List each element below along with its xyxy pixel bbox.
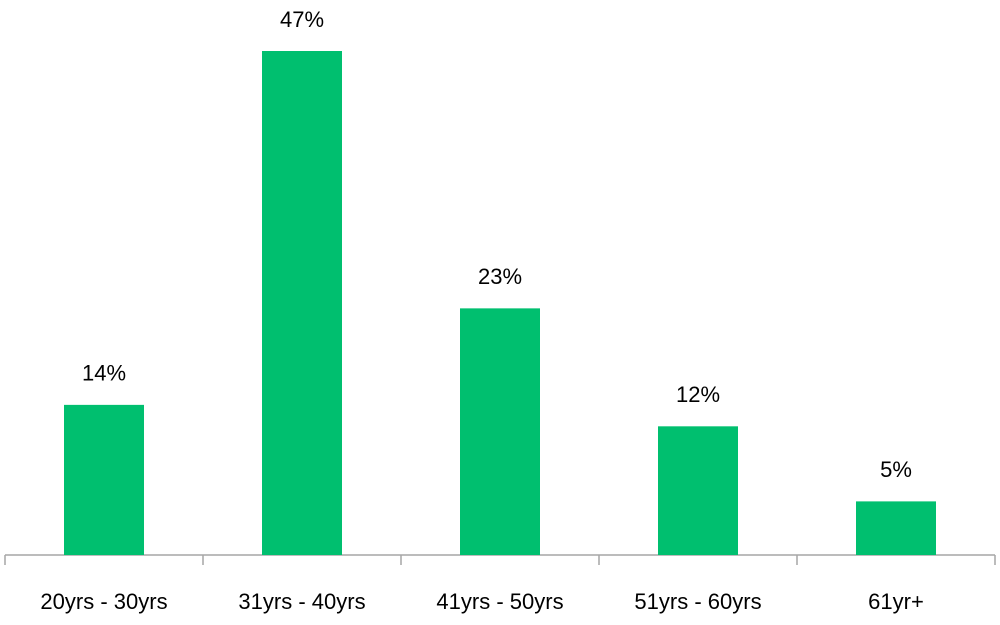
- x-tick-label: 20yrs - 30yrs: [40, 589, 167, 614]
- value-label: 23%: [478, 264, 522, 289]
- x-tick-label: 41yrs - 50yrs: [436, 589, 563, 614]
- x-tick-label: 51yrs - 60yrs: [634, 589, 761, 614]
- value-label: 47%: [280, 7, 324, 32]
- x-tick-label: 31yrs - 40yrs: [238, 589, 365, 614]
- bar: [856, 501, 936, 555]
- value-label: 12%: [676, 382, 720, 407]
- value-label: 14%: [82, 361, 126, 386]
- bar: [460, 308, 540, 555]
- bar: [262, 51, 342, 555]
- value-label: 5%: [880, 457, 912, 482]
- bar: [64, 404, 144, 555]
- x-tick-label: 61yr+: [868, 589, 924, 614]
- bar: [658, 426, 738, 555]
